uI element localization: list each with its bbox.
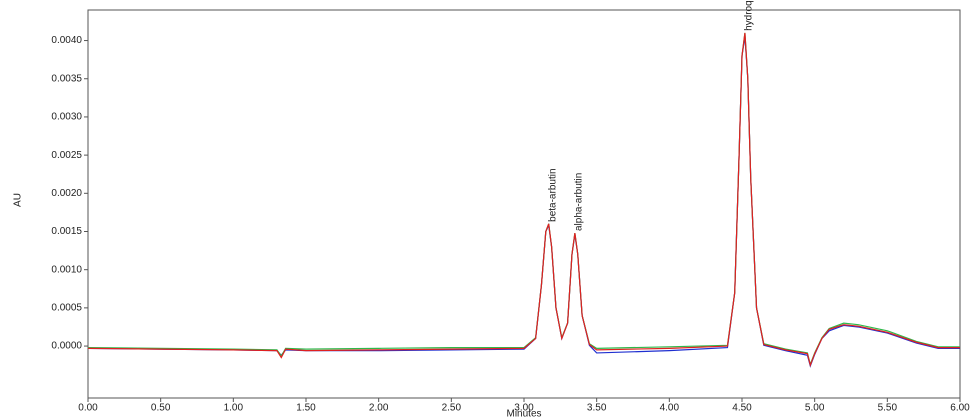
y-tick-label: 0.0000	[51, 341, 82, 352]
x-tick-label: 4.50	[732, 403, 752, 414]
y-tick-label: 0.0010	[51, 264, 82, 275]
trace-line	[87, 32, 960, 368]
x-tick-label: 4.00	[660, 403, 680, 414]
peak-label: hydroquinone	[744, 0, 755, 31]
x-tick-label: 5.00	[805, 403, 825, 414]
x-tick-label: 3.50	[587, 403, 607, 414]
peak-label: beta-arbutin	[547, 168, 558, 221]
y-tick-label: 0.0015	[51, 226, 82, 237]
y-tick-label: 0.0030	[51, 112, 82, 123]
y-tick-label: 0.0025	[51, 150, 82, 161]
x-tick-label: 6.00	[950, 403, 970, 414]
x-tick-label: 0.00	[78, 403, 98, 414]
y-tick-label: 0.0040	[51, 35, 82, 46]
plot-frame	[87, 9, 961, 399]
x-tick-label: 1.50	[296, 403, 316, 414]
x-tick-label: 5.50	[878, 403, 898, 414]
x-axis-label: Minutes	[506, 409, 541, 420]
x-tick-label: 3.00	[514, 403, 534, 414]
x-tick-label: 2.50	[442, 403, 462, 414]
trace-line	[87, 32, 960, 367]
x-tick-label: 0.50	[151, 403, 171, 414]
trace-line	[87, 36, 960, 368]
peak-label: alpha-arbutin	[574, 173, 585, 231]
y-tick-label: 0.0035	[51, 73, 82, 84]
x-tick-label: 2.00	[369, 403, 389, 414]
y-tick-label: 0.0005	[51, 303, 82, 314]
y-axis-label: AU	[13, 193, 24, 207]
x-tick-label: 1.00	[224, 403, 244, 414]
y-tick-label: 0.0020	[51, 188, 82, 199]
